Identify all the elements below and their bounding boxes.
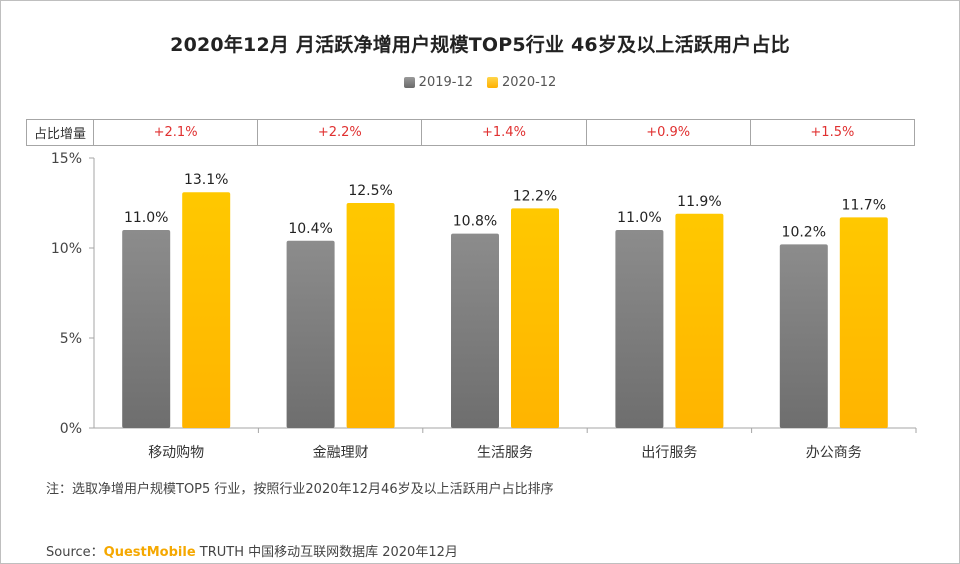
- bar-2020: [675, 213, 724, 428]
- data-label-2020: 11.7%: [842, 197, 886, 213]
- data-label-2019: 11.0%: [617, 210, 661, 226]
- source-prefix: Source：: [46, 545, 104, 560]
- legend: 2019-12 2020-12: [0, 75, 960, 90]
- legend-label-2020: 2020-12: [502, 75, 557, 90]
- x-category-label: 生活服务: [477, 445, 533, 461]
- data-label-2019: 10.2%: [782, 224, 826, 240]
- bar-chart: 0% 5% 10% 15% 移动购物 金融理财 生活服务 出行服务 办公商务 11.0% 13.1…: [51, 151, 917, 461]
- legend-swatch-2019: [403, 77, 415, 88]
- bar-2019: [122, 230, 171, 428]
- data-label-2020: 11.9%: [677, 194, 721, 210]
- chart-title: 2020年12月 月活跃净增用户规模TOP5行业 46岁及以上活跃用户占比: [170, 34, 790, 56]
- legend-item-2019: 2019-12: [403, 75, 473, 90]
- y-tick-label: 5%: [60, 331, 82, 347]
- bar-2019: [615, 230, 664, 428]
- data-label-2020: 12.2%: [513, 188, 557, 204]
- increment-row: 占比增量 +2.1% +2.2% +1.4% +0.9% +1.5%: [26, 119, 916, 146]
- increment-cell-4: +1.5%: [749, 119, 916, 146]
- increment-cell-1: +2.2%: [257, 119, 423, 146]
- x-category-label: 办公商务: [806, 445, 862, 461]
- bar-2019: [779, 244, 828, 428]
- y-tick-label: 15%: [51, 151, 82, 167]
- source-rest: TRUTH 中国移动互联网数据库 2020年12月: [195, 545, 458, 560]
- y-tick-label: 10%: [51, 241, 82, 257]
- increment-header: 占比增量: [26, 119, 94, 146]
- bar-2020: [346, 203, 395, 428]
- legend-label-2019: 2019-12: [418, 75, 473, 90]
- legend-item-2020: 2020-12: [487, 75, 556, 90]
- increment-table: 占比增量 +2.1% +2.2% +1.4% +0.9% +1.5%: [26, 119, 916, 146]
- bar-2019: [286, 240, 335, 428]
- data-label-2019: 11.0%: [124, 210, 168, 226]
- bar-2020: [839, 217, 888, 428]
- source-brand: QuestMobile: [103, 545, 196, 560]
- increment-cell-3: +0.9%: [585, 119, 751, 146]
- footnote: 注：选取净增用户规模TOP5 行业，按照行业2020年12月46岁及以上活跃用户…: [46, 482, 554, 497]
- data-label-2019: 10.4%: [288, 221, 332, 237]
- bar-2019: [451, 233, 499, 428]
- data-label-2020: 12.5%: [348, 183, 392, 199]
- x-category-label: 金融理财: [313, 445, 369, 461]
- bar-2020: [511, 208, 559, 428]
- bar-2020: [182, 192, 231, 428]
- legend-swatch-2020: [487, 77, 498, 88]
- increment-cell-2: +1.4%: [421, 119, 587, 146]
- y-tick-label: 0%: [60, 421, 82, 437]
- data-label-2020: 13.1%: [184, 172, 228, 188]
- x-category-label: 移动购物: [148, 445, 204, 461]
- data-label-2019: 10.8%: [453, 214, 497, 230]
- x-category-label: 出行服务: [641, 445, 697, 461]
- source-line: Source：QuestMobile TRUTH 中国移动互联网数据库 2020…: [46, 541, 458, 560]
